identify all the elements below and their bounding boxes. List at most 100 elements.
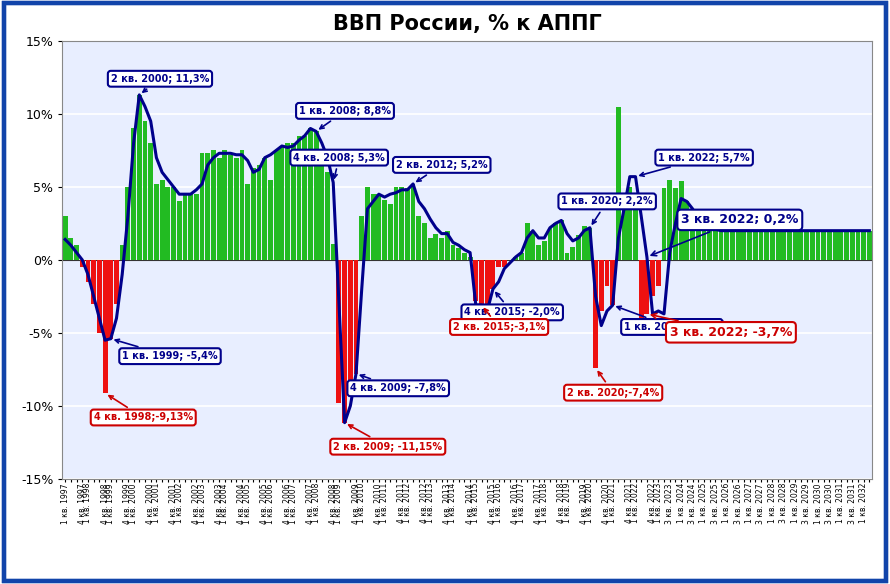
- Text: 2 кв. 2000; 11,3%: 2 кв. 2000; 11,3%: [110, 74, 209, 92]
- Bar: [661, 188, 667, 260]
- Bar: [525, 224, 530, 260]
- Bar: [222, 151, 227, 260]
- Bar: [530, 231, 535, 260]
- Bar: [211, 151, 216, 260]
- Text: 4 кв. 2009; -7,8%: 4 кв. 2009; -7,8%: [351, 375, 446, 393]
- Bar: [114, 260, 119, 304]
- Bar: [770, 231, 775, 260]
- Text: 4 кв. 2015; -2,0%: 4 кв. 2015; -2,0%: [465, 293, 560, 317]
- Bar: [149, 143, 153, 260]
- Bar: [353, 260, 359, 374]
- Bar: [622, 194, 627, 260]
- Bar: [776, 231, 781, 260]
- Bar: [639, 260, 643, 318]
- Bar: [410, 184, 416, 260]
- Bar: [753, 231, 757, 260]
- Bar: [308, 128, 312, 260]
- Bar: [217, 158, 222, 260]
- Bar: [296, 136, 302, 260]
- Bar: [433, 234, 438, 260]
- Bar: [570, 247, 575, 260]
- Bar: [576, 235, 581, 260]
- Text: 3 кв. 2022; -3,7%: 3 кв. 2022; -3,7%: [651, 314, 792, 339]
- Bar: [303, 136, 307, 260]
- Bar: [188, 194, 193, 260]
- Bar: [320, 151, 324, 260]
- Bar: [690, 215, 695, 260]
- Bar: [519, 252, 524, 260]
- Bar: [708, 231, 712, 260]
- Bar: [194, 194, 198, 260]
- Bar: [514, 257, 518, 260]
- Bar: [62, 216, 68, 260]
- Bar: [142, 121, 148, 260]
- Bar: [263, 158, 267, 260]
- Bar: [439, 238, 444, 260]
- Bar: [679, 181, 684, 260]
- Bar: [285, 143, 290, 260]
- Bar: [724, 231, 729, 260]
- Bar: [564, 252, 570, 260]
- Bar: [120, 245, 125, 260]
- Bar: [805, 231, 809, 260]
- Bar: [336, 260, 342, 403]
- Bar: [246, 184, 250, 260]
- Bar: [862, 231, 866, 260]
- Bar: [199, 154, 205, 260]
- Text: 1 кв. 2021; -3,1%: 1 кв. 2021; -3,1%: [617, 306, 720, 332]
- Bar: [234, 158, 239, 260]
- Text: 2 кв. 2015;-3,1%: 2 кв. 2015;-3,1%: [453, 309, 546, 332]
- Text: 2 кв. 2012; 5,2%: 2 кв. 2012; 5,2%: [396, 160, 488, 182]
- Bar: [360, 216, 364, 260]
- Bar: [833, 231, 837, 260]
- Bar: [587, 228, 593, 260]
- Title: ВВП России, % к АППГ: ВВП России, % к АППГ: [333, 14, 602, 34]
- Text: 4 кв. 1998;-9,13%: 4 кв. 1998;-9,13%: [93, 396, 193, 422]
- Bar: [97, 260, 101, 333]
- Bar: [171, 187, 176, 260]
- Bar: [462, 252, 467, 260]
- Bar: [457, 248, 461, 260]
- Bar: [450, 245, 456, 260]
- Bar: [417, 216, 421, 260]
- Bar: [313, 131, 319, 260]
- Bar: [405, 188, 409, 260]
- Bar: [684, 201, 689, 260]
- Bar: [787, 231, 792, 260]
- Bar: [467, 257, 473, 260]
- Bar: [256, 165, 262, 260]
- Bar: [611, 260, 615, 305]
- Bar: [239, 151, 245, 260]
- Bar: [422, 224, 427, 260]
- Bar: [445, 231, 449, 260]
- Bar: [582, 227, 587, 260]
- Text: 1 кв. 2020; 2,2%: 1 кв. 2020; 2,2%: [562, 196, 653, 224]
- Bar: [668, 180, 672, 260]
- Bar: [331, 244, 336, 260]
- Bar: [177, 201, 182, 260]
- Bar: [102, 260, 108, 393]
- Bar: [656, 260, 660, 286]
- Bar: [838, 231, 843, 260]
- Bar: [867, 231, 872, 260]
- Bar: [747, 231, 752, 260]
- Bar: [798, 231, 804, 260]
- Bar: [428, 238, 433, 260]
- Bar: [559, 220, 563, 260]
- Bar: [154, 184, 158, 260]
- Bar: [166, 187, 170, 260]
- Bar: [159, 180, 165, 260]
- Bar: [718, 231, 724, 260]
- Bar: [109, 260, 113, 339]
- Bar: [497, 260, 501, 267]
- Bar: [604, 260, 610, 286]
- Bar: [502, 260, 506, 267]
- Bar: [131, 128, 136, 260]
- Bar: [376, 194, 381, 260]
- Bar: [80, 260, 85, 267]
- Bar: [627, 187, 632, 260]
- Bar: [793, 231, 797, 260]
- Bar: [342, 260, 347, 423]
- Bar: [821, 231, 826, 260]
- Bar: [85, 260, 91, 281]
